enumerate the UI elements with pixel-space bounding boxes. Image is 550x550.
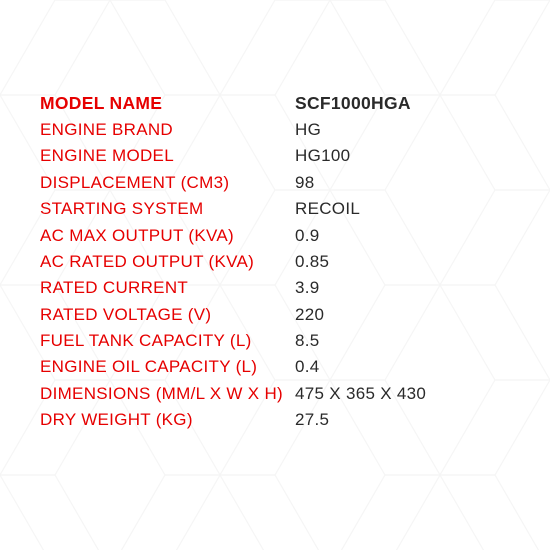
spec-label: AC MAX OUTPUT (KVA) xyxy=(40,223,295,249)
spec-row: ENGINE OIL CAPACITY (L)0.4 xyxy=(40,354,510,380)
spec-label: DRY WEIGHT (KG) xyxy=(40,407,295,433)
spec-label: RATED VOLTAGE (V) xyxy=(40,302,295,328)
spec-row: DRY WEIGHT (KG)27.5 xyxy=(40,407,510,433)
spec-value: 3.9 xyxy=(295,275,510,301)
spec-value: RECOIL xyxy=(295,196,510,222)
spec-row: AC RATED OUTPUT (KVA)0.85 xyxy=(40,249,510,275)
spec-row: AC MAX OUTPUT (KVA)0.9 xyxy=(40,223,510,249)
spec-row: FUEL TANK CAPACITY (L)8.5 xyxy=(40,328,510,354)
spec-label: ENGINE OIL CAPACITY (L) xyxy=(40,354,295,380)
spec-label: ENGINE MODEL xyxy=(40,143,295,169)
spec-value: 0.4 xyxy=(295,354,510,380)
spec-label: ENGINE BRAND xyxy=(40,117,295,143)
spec-value: 8.5 xyxy=(295,328,510,354)
spec-label: DIMENSIONS (MM/L X W X H) xyxy=(40,381,295,407)
spec-value: 220 xyxy=(295,302,510,328)
spec-row: DIMENSIONS (MM/L X W X H)475 X 365 X 430 xyxy=(40,381,510,407)
spec-value: SCF1000HGA xyxy=(295,90,510,117)
spec-label: FUEL TANK CAPACITY (L) xyxy=(40,328,295,354)
spec-label: RATED CURRENT xyxy=(40,275,295,301)
spec-sheet: MODEL NAMESCF1000HGAENGINE BRANDHGENGINE… xyxy=(0,0,550,473)
spec-value: 98 xyxy=(295,170,510,196)
spec-value: 0.9 xyxy=(295,223,510,249)
spec-row: RATED CURRENT3.9 xyxy=(40,275,510,301)
spec-value: 27.5 xyxy=(295,407,510,433)
spec-row: STARTING SYSTEMRECOIL xyxy=(40,196,510,222)
spec-label: AC RATED OUTPUT (KVA) xyxy=(40,249,295,275)
spec-row: RATED VOLTAGE (V)220 xyxy=(40,302,510,328)
spec-value: 0.85 xyxy=(295,249,510,275)
spec-value: HG100 xyxy=(295,143,510,169)
spec-row: ENGINE BRANDHG xyxy=(40,117,510,143)
spec-row: DISPLACEMENT (CM3)98 xyxy=(40,170,510,196)
spec-label: DISPLACEMENT (CM3) xyxy=(40,170,295,196)
spec-label: STARTING SYSTEM xyxy=(40,196,295,222)
spec-row: ENGINE MODELHG100 xyxy=(40,143,510,169)
spec-row: MODEL NAMESCF1000HGA xyxy=(40,90,510,117)
spec-value: 475 X 365 X 430 xyxy=(295,381,510,407)
spec-table: MODEL NAMESCF1000HGAENGINE BRANDHGENGINE… xyxy=(40,90,510,433)
spec-label: MODEL NAME xyxy=(40,90,295,117)
spec-value: HG xyxy=(295,117,510,143)
